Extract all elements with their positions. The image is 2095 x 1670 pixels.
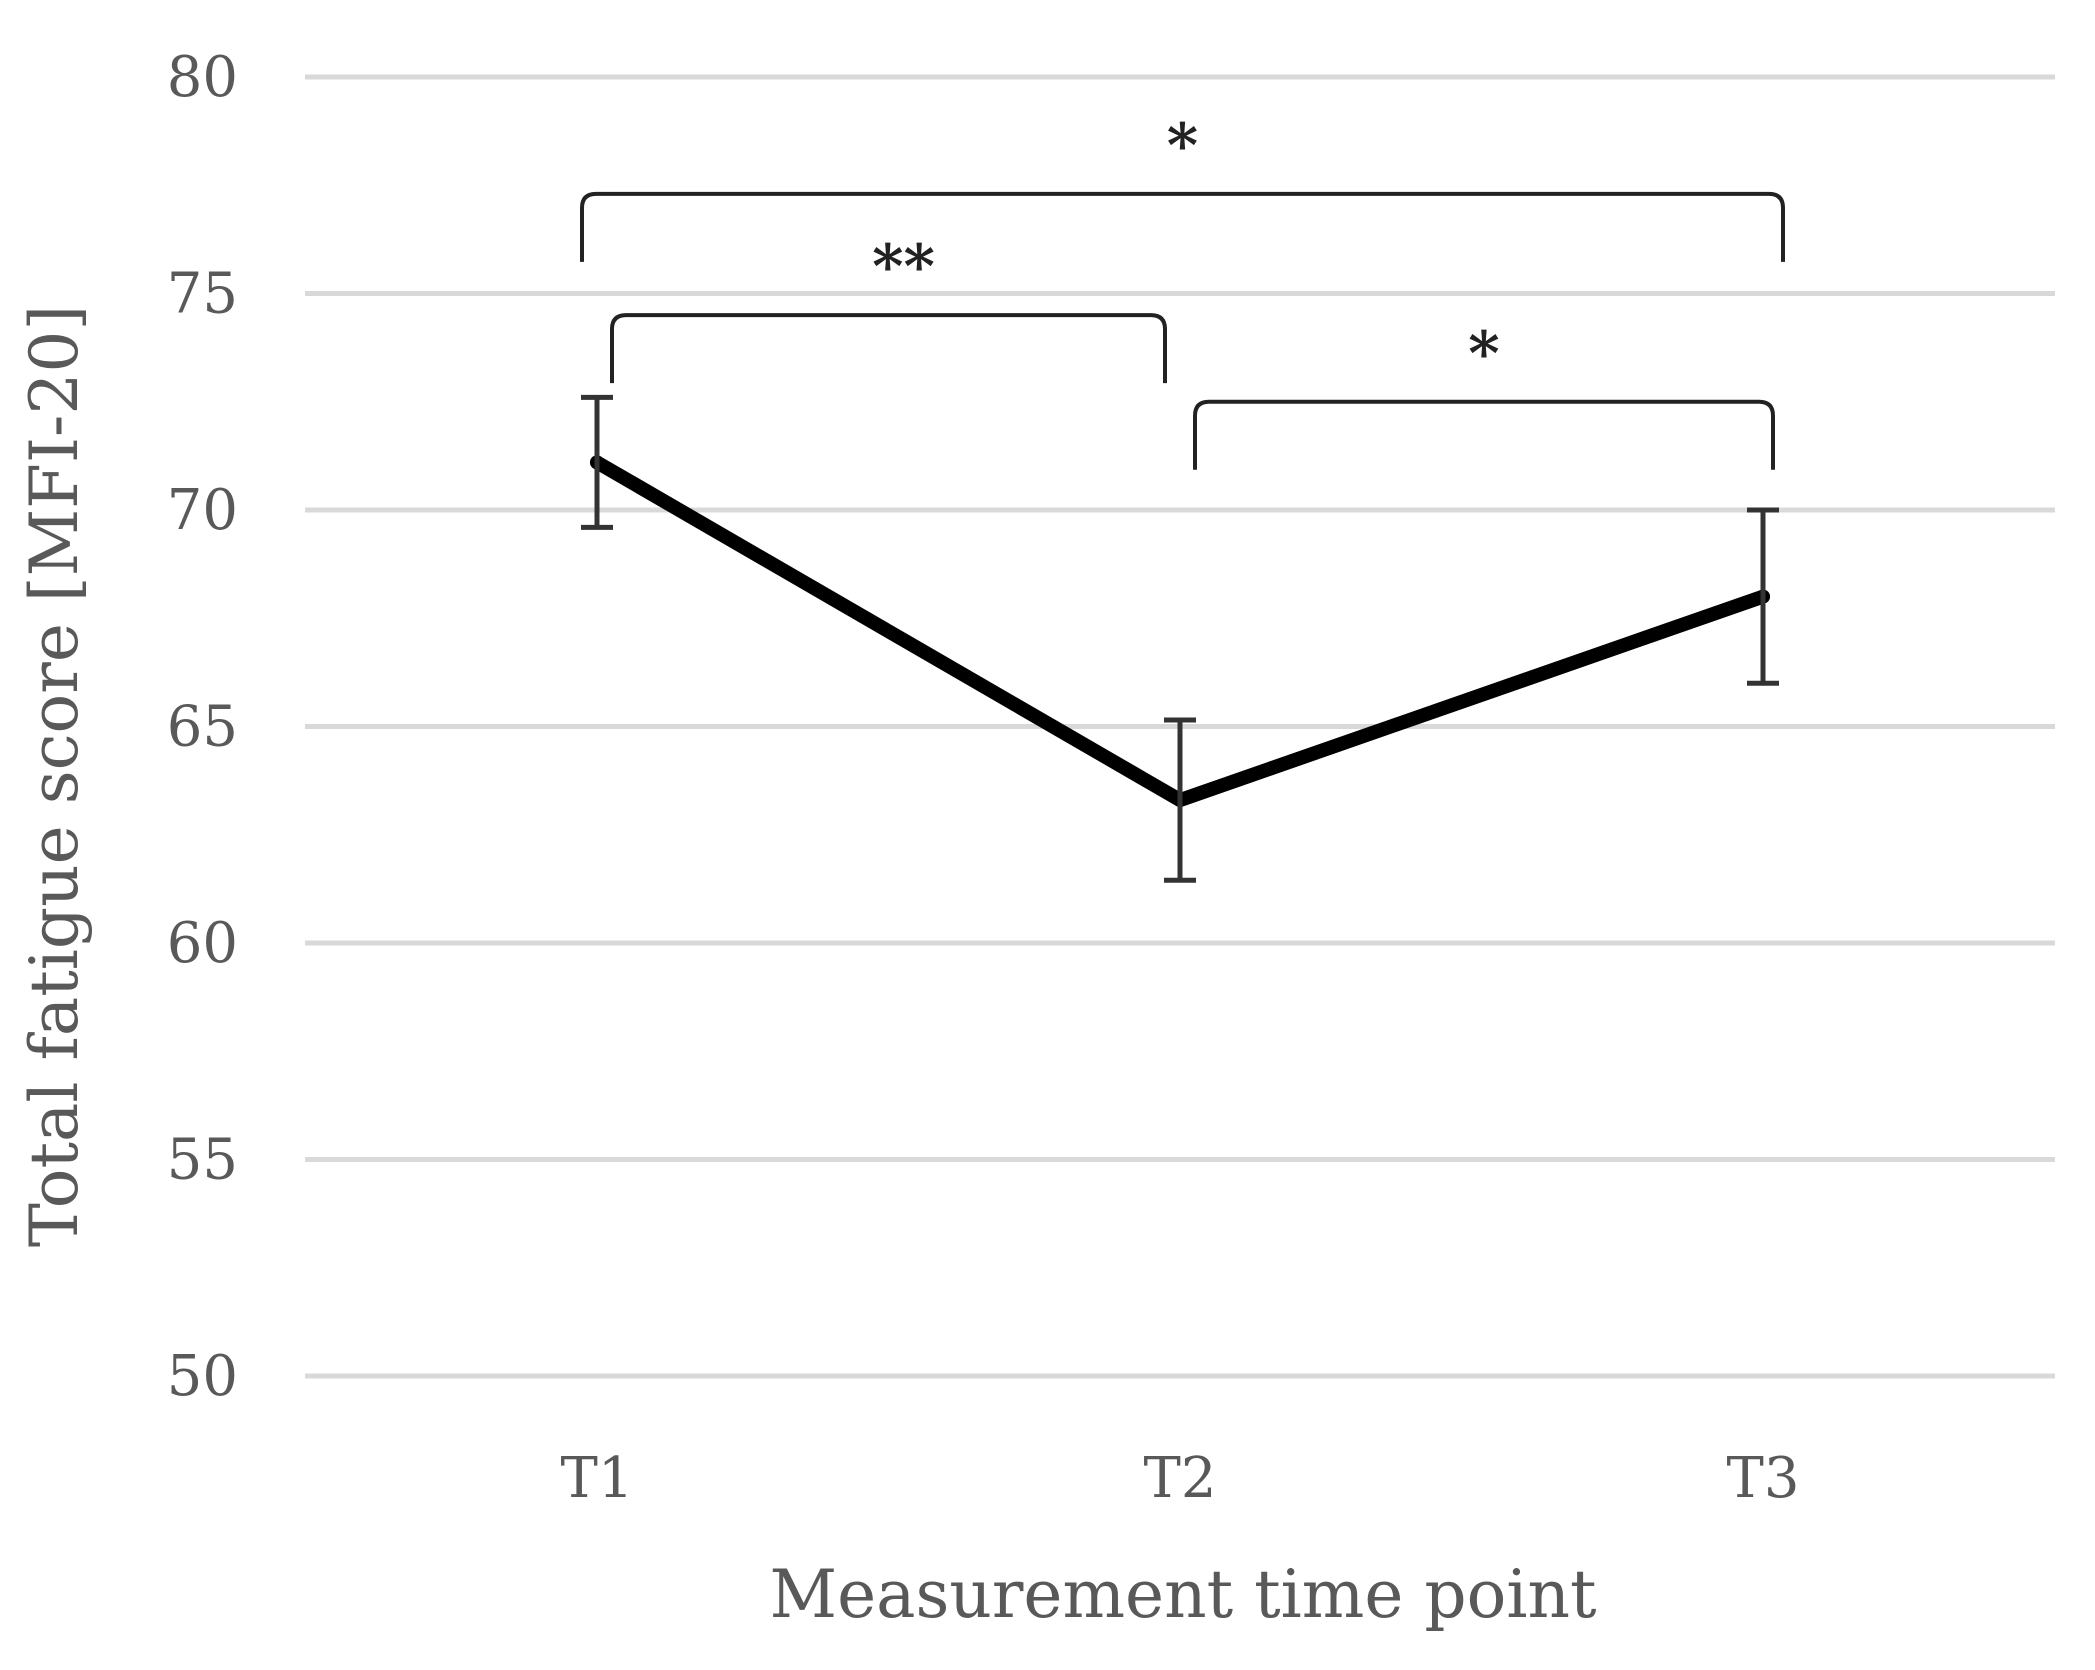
x-tick-labels: T1 T2 T3 xyxy=(561,1446,1800,1511)
y-tick-label: 70 xyxy=(167,478,238,543)
y-tick-labels: 50 55 60 65 70 75 80 xyxy=(167,45,238,1409)
bracket-line xyxy=(610,313,1167,384)
x-tick-label: T2 xyxy=(1144,1446,1217,1511)
y-tick-label: 65 xyxy=(167,695,238,760)
bracket-line xyxy=(580,191,1785,262)
significance-label: ** xyxy=(872,232,935,302)
error-bar xyxy=(1747,507,1779,686)
significance-bracket: * xyxy=(580,111,1785,262)
significance-bracket: * xyxy=(1193,319,1775,470)
x-tick-label: T1 xyxy=(561,1446,634,1511)
y-tick-label: 75 xyxy=(167,262,238,327)
y-tick-label: 60 xyxy=(167,911,238,976)
y-tick-label: 55 xyxy=(167,1128,238,1193)
significance-label: * xyxy=(1167,111,1198,181)
y-tick-label: 80 xyxy=(167,45,238,110)
error-bars xyxy=(581,394,1779,883)
error-bar xyxy=(1164,717,1196,883)
significance-brackets: **** xyxy=(580,111,1785,470)
y-axis-title: Total fatigue score [MFI-20] xyxy=(16,305,93,1247)
error-bar xyxy=(581,394,613,530)
x-axis-title: Measurement time point xyxy=(770,1556,1597,1633)
significance-bracket: ** xyxy=(610,232,1167,384)
x-tick-label: T3 xyxy=(1727,1446,1800,1511)
significance-label: * xyxy=(1468,319,1499,389)
bracket-line xyxy=(1193,399,1775,470)
y-tick-label: 50 xyxy=(167,1344,238,1409)
